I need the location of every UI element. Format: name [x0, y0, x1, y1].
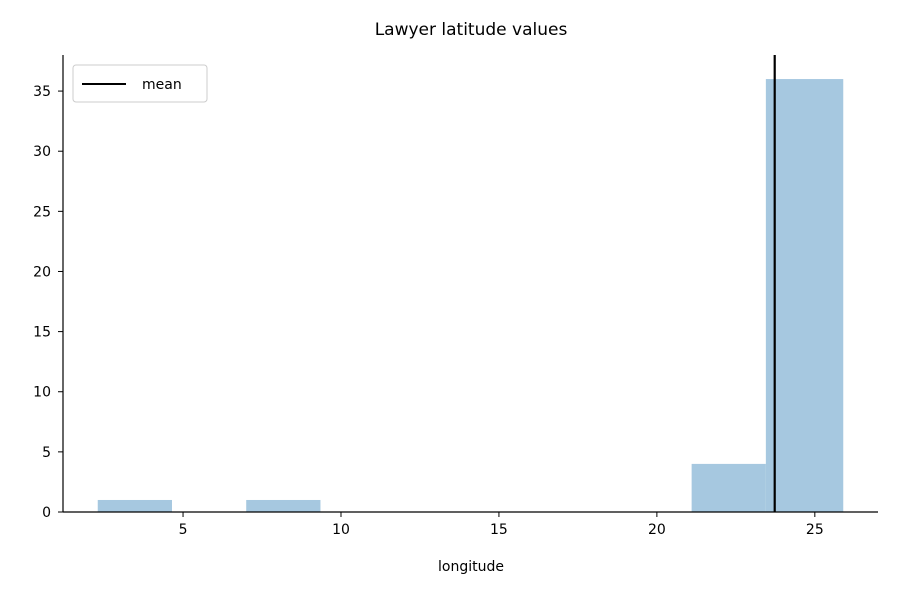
y-tick-label: 30 — [33, 144, 51, 160]
y-tick-label: 15 — [33, 325, 51, 341]
x-tick-label: 15 — [490, 522, 508, 538]
legend-mean-label: mean — [142, 77, 182, 93]
histogram-bar — [246, 499, 321, 512]
y-tick-label: 0 — [42, 505, 51, 521]
y-tick-label: 5 — [42, 445, 51, 461]
x-tick-label: 25 — [806, 522, 824, 538]
histogram-bar — [97, 499, 172, 512]
bars-layer — [97, 79, 844, 512]
legend-box — [72, 64, 208, 103]
y-tick-label: 35 — [33, 84, 51, 100]
x-ticks: 5 10 15 20 25 — [179, 512, 824, 538]
x-tick-label: 10 — [332, 522, 350, 538]
y-tick-label: 20 — [33, 264, 51, 280]
histogram-bar — [765, 79, 844, 512]
chart-title: Lawyer latitude values — [374, 20, 568, 40]
x-tick-label: 5 — [179, 522, 188, 538]
x-tick-label: 20 — [648, 522, 666, 538]
histogram-bar — [691, 463, 766, 512]
x-axis-label: longitude — [438, 559, 504, 575]
y-tick-label: 25 — [33, 204, 51, 220]
y-tick-label: 10 — [33, 385, 51, 401]
axes-layer — [62, 55, 878, 513]
y-ticks: 0 5 10 15 20 25 30 35 — [33, 84, 63, 521]
legend: mean — [72, 64, 208, 103]
